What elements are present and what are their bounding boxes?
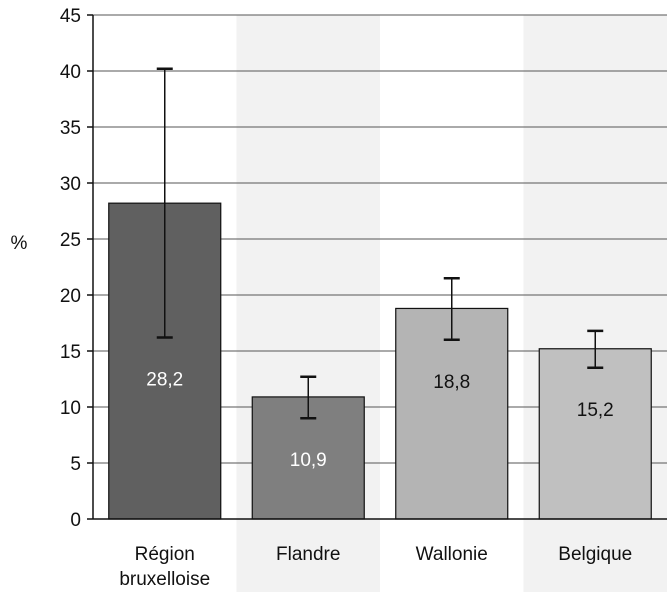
y-tick-label: 25 <box>60 230 81 251</box>
category-label: Flandre <box>276 544 340 565</box>
category-label: Belgique <box>558 544 632 565</box>
category-label: Région <box>135 544 195 565</box>
y-tick-label: 0 <box>70 510 81 531</box>
y-tick-label: 35 <box>60 118 81 139</box>
category-labels: Région bruxelloise Flandre Wallonie Belgique <box>119 544 632 590</box>
value-label: 28,2 <box>146 370 183 391</box>
category-label: bruxelloise <box>119 569 210 590</box>
value-labels: 28,2 10,9 18,8 15,2 <box>146 370 613 472</box>
y-tick-label: 10 <box>60 398 81 419</box>
value-label: 15,2 <box>577 400 614 421</box>
bar <box>538 348 652 520</box>
y-axis-label: % <box>11 233 28 254</box>
y-tick-label: 40 <box>60 62 81 83</box>
y-tick-label: 15 <box>60 342 81 363</box>
y-tick-label: 5 <box>70 454 81 475</box>
value-label: 10,9 <box>290 450 327 471</box>
value-label: 18,8 <box>433 372 470 393</box>
y-tick-label: 45 <box>60 6 81 27</box>
y-axis-ticks: 0 5 10 15 20 25 30 35 40 45 <box>60 6 93 531</box>
y-tick-label: 30 <box>60 174 81 195</box>
category-label: Wallonie <box>416 544 488 565</box>
y-tick-label: 20 <box>60 286 81 307</box>
error-bars <box>156 67 604 420</box>
